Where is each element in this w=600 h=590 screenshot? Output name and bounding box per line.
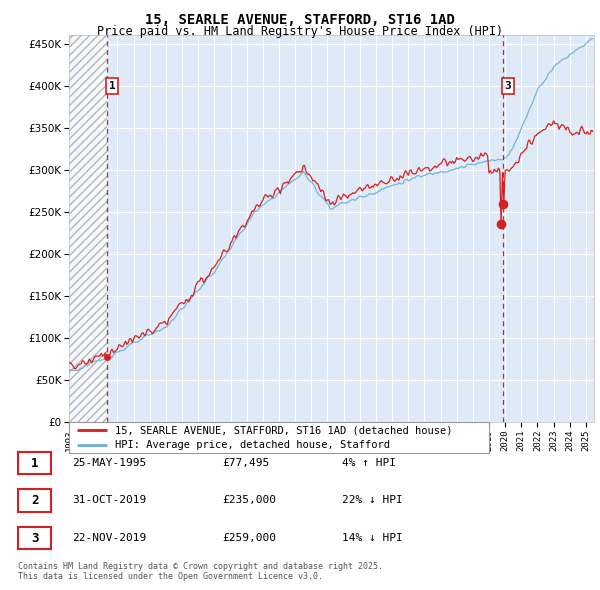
- Text: 3: 3: [31, 532, 38, 545]
- Text: 15, SEARLE AVENUE, STAFFORD, ST16 1AD (detached house): 15, SEARLE AVENUE, STAFFORD, ST16 1AD (d…: [115, 425, 453, 435]
- Text: 15, SEARLE AVENUE, STAFFORD, ST16 1AD: 15, SEARLE AVENUE, STAFFORD, ST16 1AD: [145, 13, 455, 27]
- Text: 14% ↓ HPI: 14% ↓ HPI: [342, 533, 403, 543]
- Text: 31-OCT-2019: 31-OCT-2019: [72, 496, 146, 505]
- Text: 22-NOV-2019: 22-NOV-2019: [72, 533, 146, 543]
- Text: 3: 3: [505, 81, 511, 91]
- Bar: [69, 35, 107, 422]
- Text: 1: 1: [109, 81, 116, 91]
- Text: HPI: Average price, detached house, Stafford: HPI: Average price, detached house, Staf…: [115, 440, 390, 450]
- Text: £77,495: £77,495: [222, 458, 269, 468]
- Text: 25-MAY-1995: 25-MAY-1995: [72, 458, 146, 468]
- Text: Price paid vs. HM Land Registry's House Price Index (HPI): Price paid vs. HM Land Registry's House …: [97, 25, 503, 38]
- Text: £235,000: £235,000: [222, 496, 276, 505]
- Text: 2: 2: [31, 494, 38, 507]
- Text: 1: 1: [31, 457, 38, 470]
- Text: Contains HM Land Registry data © Crown copyright and database right 2025.
This d: Contains HM Land Registry data © Crown c…: [18, 562, 383, 581]
- Text: 22% ↓ HPI: 22% ↓ HPI: [342, 496, 403, 505]
- Text: £259,000: £259,000: [222, 533, 276, 543]
- Text: 4% ↑ HPI: 4% ↑ HPI: [342, 458, 396, 468]
